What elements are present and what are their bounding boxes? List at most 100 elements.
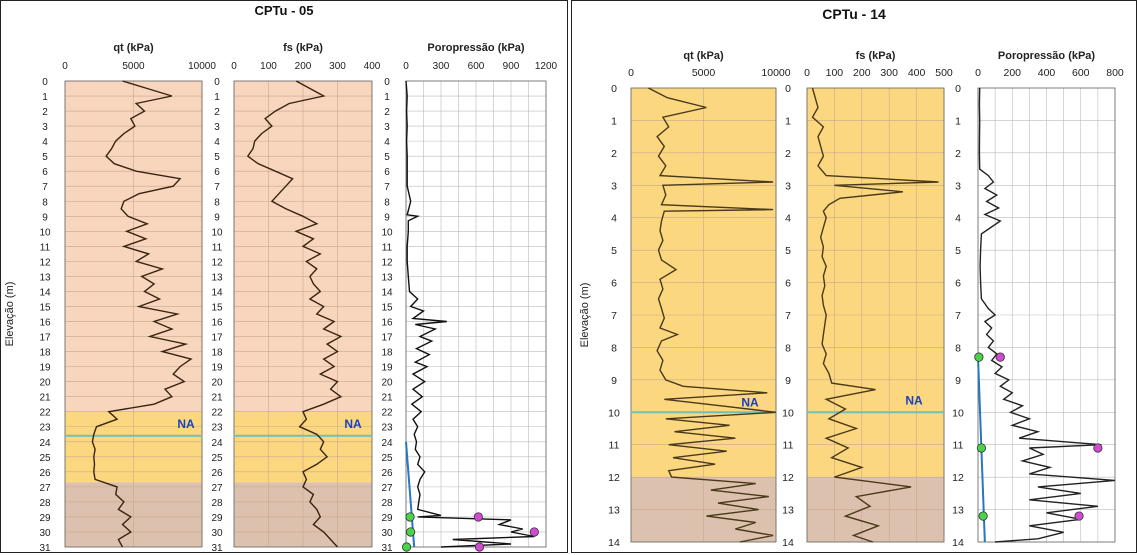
y-tick-label: 8 [214,197,220,208]
y-tick-label: 4 [785,213,791,225]
data-marker [976,443,987,453]
cptu-14-chart: Elevação (m)qt (kPa)0 5000 100000123456789… [579,50,1124,549]
y-tick-label: 24 [39,438,51,449]
data-marker [405,512,415,522]
y-tick-label: 9 [785,375,791,387]
y-tick-label: 18 [39,348,51,359]
panel-cptu-05: CPTu - 05 Elevação (m) qt (kPa) 0 5000 10000… [0,0,568,553]
y-tick-label: 3 [785,180,791,192]
y-tick-label: 10 [211,227,223,238]
y-tick-label: 14 [782,537,794,549]
y-tick-label: 2 [611,148,617,160]
y-tick-label: 27 [211,483,223,494]
y-tick-label: 5 [42,152,48,163]
y-tick-label: 5 [611,245,617,257]
y-tick-label: 23 [381,423,393,434]
y-tick-label: 11 [40,242,51,253]
y-tick-label: 3 [611,180,617,192]
x-tick-label: 200 [1003,67,1021,79]
y-tick-label: 9 [214,212,220,223]
y-tick-label: 11 [609,440,620,452]
y-tick-label: 4 [611,213,617,225]
y-tick-label: 20 [381,378,393,389]
data-marker [1093,443,1103,453]
y-tick-label: 16 [211,318,223,329]
y-tick-label: 19 [39,363,51,374]
track-frame [64,80,203,548]
y-axis-label: Elevação (m) [579,283,591,348]
y-tick-label: 6 [42,167,48,178]
y-tick-label: 11 [382,242,393,253]
y-tick-label: 29 [39,513,51,524]
x-tick-label: 10000 [188,61,216,72]
y-tick-label: 4 [214,137,220,148]
y-tick-label: 2 [955,148,961,160]
y-tick-label: 31 [211,543,223,552]
y-tick-label: 27 [39,483,51,494]
track-3: Poropressão (kPa)0 200 400 600 8000123456789… [952,50,1124,549]
y-tick-label: 2 [785,148,791,160]
y-tick-label: 31 [381,543,393,552]
data-marker [474,542,485,552]
y-tick-label: 5 [955,245,961,257]
y-tick-label: 13 [211,272,223,283]
y-tick-label: 20 [211,378,223,389]
y-tick-label: 4 [42,137,48,148]
data-marker [529,527,539,537]
y-tick-label: 7 [611,310,617,322]
y-tick-label: 9 [42,212,48,223]
y-tick-label: 15 [211,302,223,313]
y-tick-label: 5 [785,245,791,257]
y-tick-label: 7 [785,310,791,322]
y-tick-label: 7 [384,182,390,193]
y-tick-label: 21 [381,393,393,404]
y-tick-label: 23 [211,423,223,434]
y-tick-label: 11 [783,440,794,452]
y-tick-label: 2 [384,107,390,118]
y-tick-label: 28 [381,498,393,509]
y-tick-label: 0 [214,77,220,88]
y-tick-label: 25 [381,453,393,464]
y-tick-label: 6 [611,278,617,290]
y-tick-label: 12 [782,472,794,484]
y-tick-label: 12 [211,257,223,268]
y-tick-label: 8 [611,342,617,354]
y-tick-label: 10 [39,227,51,238]
y-tick-label: 26 [39,468,51,479]
x-tick-label: 100 [260,61,277,72]
y-tick-label: 30 [39,528,51,539]
y-tick-label: 0 [611,83,617,95]
y-tick-label: 7 [955,310,961,322]
y-tick-label: 24 [211,438,223,449]
data-marker [974,352,984,362]
y-tick-label: 3 [42,122,48,133]
y-tick-label: 31 [39,543,51,552]
y-tick-label: 13 [381,272,393,283]
y-tick-label: 4 [955,213,961,225]
x-tick-label: 900 [503,61,520,72]
track-title: fs (kPa) [283,42,323,54]
y-tick-label: 6 [384,167,390,178]
data-series-line [246,80,343,548]
y-tick-label: 29 [381,513,393,524]
y-tick-label: 25 [211,453,223,464]
x-tick-label: 10000 [761,67,790,79]
y-tick-label: 7 [42,182,48,193]
x-tick-label: 400 [364,61,381,72]
y-tick-label: 12 [608,472,620,484]
y-tick-label: 15 [39,302,51,313]
y-tick-label: 13 [608,505,620,517]
y-tick-label: 21 [39,393,51,404]
track-2: fs (kPa)0 100 200 300 400 5000123456789101112… [782,50,953,549]
y-tick-label: 22 [211,408,223,419]
y-tick-label: 12 [381,257,393,268]
water-level-label: NA [741,395,759,409]
water-level-label: NA [344,417,362,431]
x-tick-label: 5000 [122,61,145,72]
x-tick-label: 0 [62,61,68,72]
cptu-05-chart: Elevação (m)qt (kPa)0 5000 100000123456789… [4,42,558,552]
y-tick-label: 18 [381,348,393,359]
data-series-line [648,87,777,543]
y-tick-label: 13 [952,505,964,517]
